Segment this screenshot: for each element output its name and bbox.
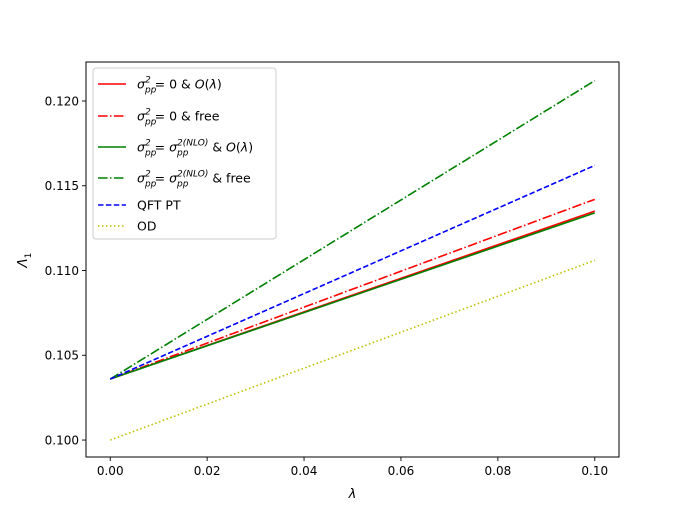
series-line-1 [109, 198, 596, 380]
x-tick-label: 0.00 [97, 464, 124, 478]
series-layer [109, 79, 596, 441]
y-tick-label: 0.120 [45, 94, 79, 108]
x-tick-label: 0.10 [581, 464, 608, 478]
y-axis: 0.100 0.105 0.110 0.115 0.120 [45, 94, 86, 447]
legend-box [92, 67, 277, 240]
x-tick-label: 0.06 [388, 464, 415, 478]
legend-label-5: OD [137, 219, 156, 234]
x-tick-label: 0.04 [291, 464, 318, 478]
legend-label-4: QFT PT [137, 198, 181, 213]
series-line-3 [109, 79, 596, 380]
x-axis-label: λ [348, 487, 357, 502]
legend-label-0: σpp2 = 0 & O(λ) [137, 76, 222, 96]
x-axis: 0.00 0.02 0.04 0.06 0.08 0.10 [97, 457, 608, 478]
y-tick-label: 0.105 [45, 349, 79, 363]
y-axis-label: Λ1 [16, 253, 34, 269]
series-line-4 [109, 164, 596, 380]
legend-label-3: σpp2 = σpp2(NLO) & free [137, 170, 251, 190]
y-axis-label-subscript: 1 [24, 253, 34, 259]
y-tick-label: 0.115 [45, 179, 79, 193]
y-tick-label: 0.100 [45, 433, 79, 447]
x-tick-label: 0.08 [485, 464, 512, 478]
plot-frame [85, 61, 620, 458]
legend-label-1: σpp2 = 0 & free [137, 108, 220, 128]
series-line-2 [109, 212, 596, 380]
legend-label-2: σpp2 = σpp2(NLO) & O(λ) [137, 139, 253, 159]
legend: σpp2 = 0 & O(λ) σpp2 = 0 & free σpp2 = σpp… [92, 67, 277, 240]
y-tick-label: 0.110 [45, 264, 79, 278]
y-axis-label-main: Λ [16, 258, 31, 268]
x-tick-label: 0.02 [194, 464, 221, 478]
